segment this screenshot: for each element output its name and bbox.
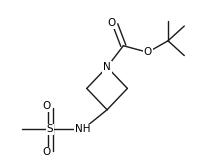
Text: N: N xyxy=(103,62,111,72)
Text: NH: NH xyxy=(75,124,90,134)
Text: O: O xyxy=(42,147,50,157)
Text: O: O xyxy=(107,18,115,28)
Text: S: S xyxy=(47,124,54,134)
Text: O: O xyxy=(144,47,152,57)
Text: O: O xyxy=(42,102,50,112)
